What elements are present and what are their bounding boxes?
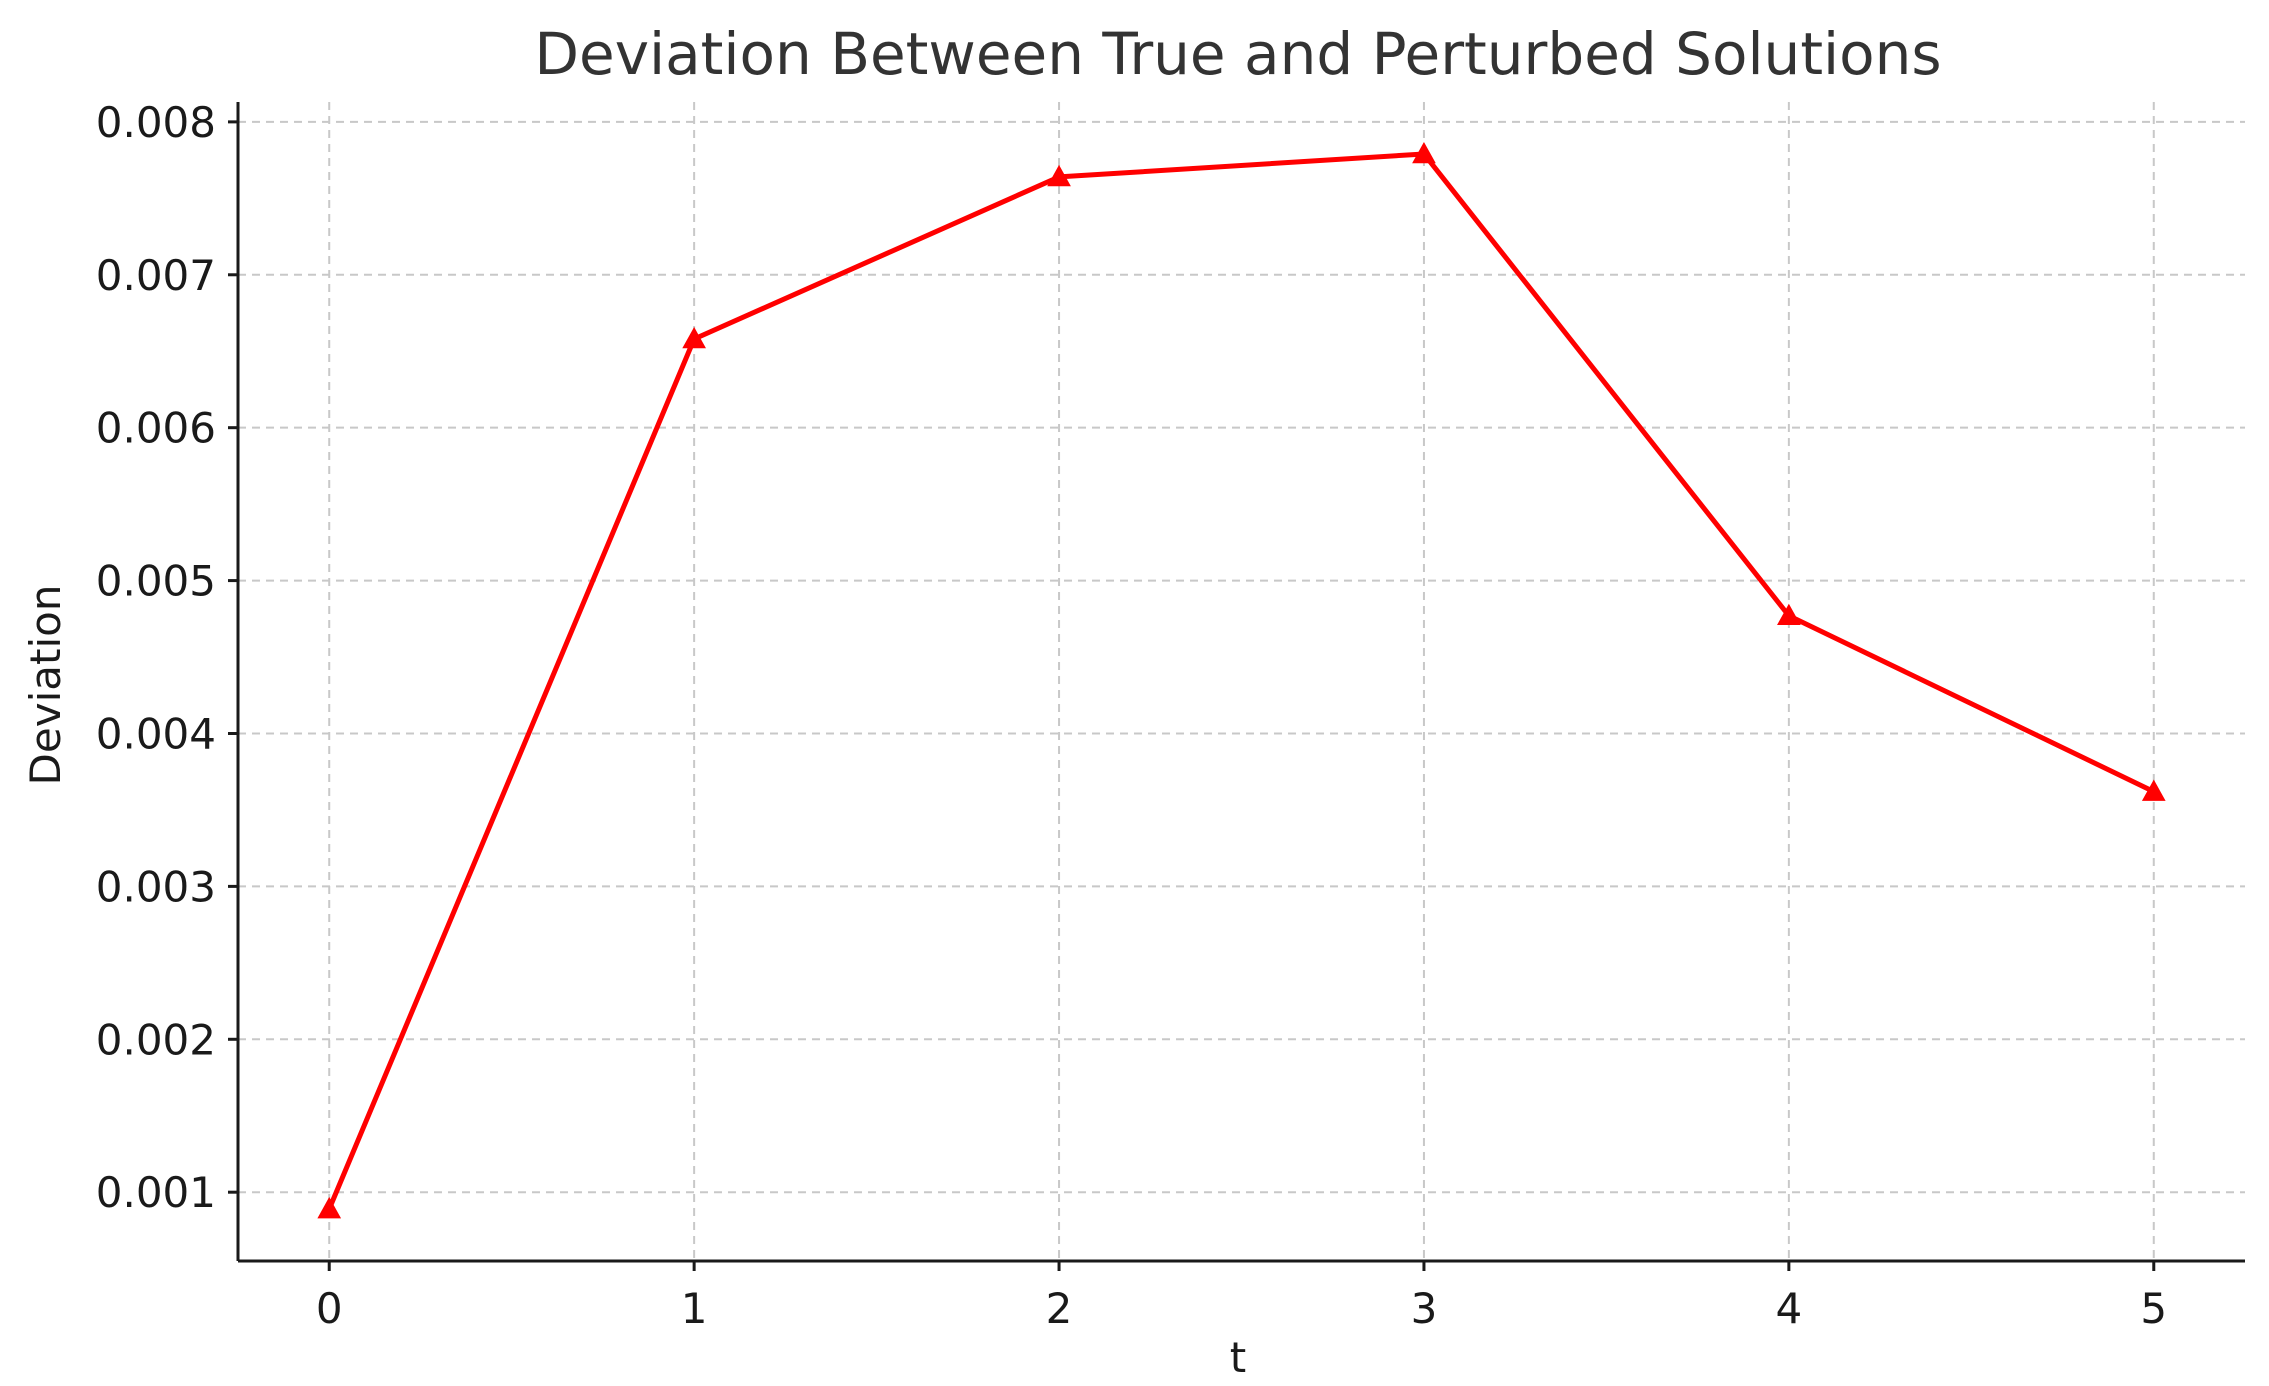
y-tick-label: 0.001: [96, 1168, 216, 1217]
x-tick-label: 4: [1775, 1284, 1802, 1333]
data-point-marker: [317, 1196, 342, 1219]
x-tick-label: 5: [2140, 1284, 2167, 1333]
data-point-marker: [1047, 164, 1071, 187]
y-axis-label: Deviation: [21, 585, 70, 786]
chart-title: Deviation Between True and Perturbed Sol…: [534, 20, 1941, 88]
x-tick-label: 2: [1046, 1284, 1073, 1333]
x-tick-label: 0: [316, 1284, 343, 1333]
series: [317, 141, 2166, 1219]
y-tick-label: 0.004: [96, 709, 216, 758]
y-tick-label: 0.005: [96, 557, 216, 606]
ticks: 0 1 2 3 4 5 0.001 0.002 0.003 0.004 0.005 0.006 0.00…: [96, 98, 2167, 1333]
data-point-marker: [2141, 779, 2166, 801]
x-tick-label: 1: [681, 1284, 708, 1333]
x-axis-label: t: [1230, 1333, 1246, 1382]
y-tick-label: 0.007: [96, 251, 216, 300]
series-line: [326, 151, 2157, 1212]
y-tick-label: 0.003: [96, 862, 216, 911]
y-tick-label: 0.006: [96, 404, 216, 453]
x-tick-label: 3: [1411, 1284, 1438, 1333]
data-point-marker: [682, 326, 706, 349]
grid: [238, 102, 2245, 1261]
data-point-marker: [1777, 603, 1801, 626]
data-point-marker: [1412, 141, 1436, 164]
y-tick-label: 0.002: [96, 1015, 216, 1064]
axes: [236, 102, 2245, 1263]
y-tick-label: 0.008: [96, 98, 216, 147]
